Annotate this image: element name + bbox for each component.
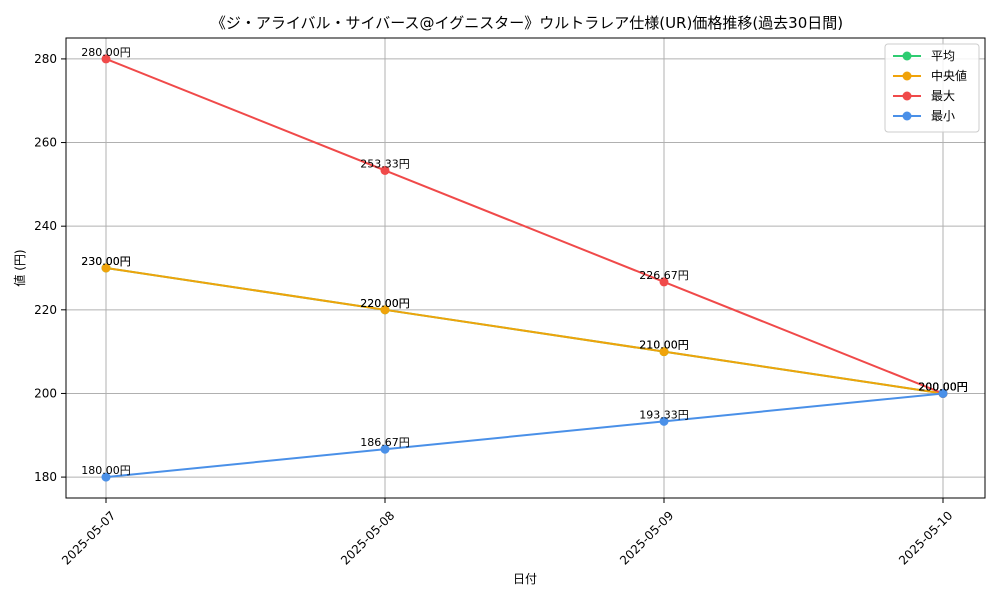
y-axis-ticks: 180 200 220 240 260 280: [34, 52, 66, 484]
x-tick-label: 2025-05-09: [617, 508, 676, 567]
data-label: 230.00円: [81, 255, 131, 268]
data-label: 200.00円: [918, 380, 968, 393]
data-label: 220.00円: [360, 297, 410, 310]
x-tick-label: 2025-05-07: [59, 508, 118, 567]
data-point: [101, 472, 111, 482]
y-axis-label: 値 (円): [12, 249, 27, 286]
y-tick-label: 220: [34, 303, 57, 317]
data-label: 253.33円: [360, 157, 410, 170]
legend-marker: [902, 111, 912, 121]
data-label: 200.00円: [918, 380, 968, 393]
data-label: 193.33円: [639, 408, 689, 421]
y-tick-label: 260: [34, 136, 57, 150]
data-label: 200.00円: [918, 380, 968, 393]
x-axis-label: 日付: [513, 572, 537, 586]
data-label: 186.67円: [360, 436, 410, 449]
legend-marker: [902, 51, 912, 61]
data-label: 280.00円: [81, 46, 131, 59]
data-label: 180.00円: [81, 464, 131, 477]
data-point: [659, 347, 669, 357]
series-line: [105, 57, 944, 395]
series-line: [105, 267, 944, 395]
data-point: [659, 416, 669, 426]
legend-label: 平均: [931, 49, 955, 63]
series-line: [105, 392, 944, 479]
x-axis-ticks: 2025-05-07 2025-05-08 2025-05-09 2025-05-10: [59, 498, 955, 568]
data-label: 230.00円: [81, 255, 131, 268]
data-label: 220.00円: [360, 297, 410, 310]
data-label: 200.00円: [918, 380, 968, 393]
legend-marker: [902, 91, 912, 101]
data-point: [938, 388, 948, 398]
y-tick-label: 180: [34, 470, 57, 484]
data-label: 210.00円: [639, 339, 689, 352]
data-label: 226.67円: [639, 269, 689, 282]
data-labels: 230.00円220.00円210.00円200.00円230.00円220.0…: [81, 46, 968, 477]
plot-area-frame: [65, 37, 986, 499]
x-tick-label: 2025-05-08: [338, 508, 397, 567]
legend-label: 最大: [931, 89, 955, 103]
grid-lines: [66, 38, 985, 498]
chart-title: 《ジ・アライバル・サイバース@イグニスター》ウルトラレア仕様(UR)価格推移(過…: [211, 14, 843, 32]
data-point: [380, 444, 390, 454]
legend-box: [884, 43, 980, 133]
y-tick-label: 280: [34, 52, 57, 66]
y-tick-label: 200: [34, 386, 57, 400]
x-tick-label: 2025-05-10: [896, 508, 955, 567]
data-point: [101, 263, 111, 273]
series-lines: [105, 57, 944, 479]
legend-label: 最小: [931, 109, 955, 123]
data-point: [380, 305, 390, 315]
legend-label: 中央値: [931, 68, 967, 83]
data-label: 210.00円: [639, 339, 689, 352]
legend-marker: [902, 71, 912, 81]
data-point: [659, 277, 669, 287]
data-point: [380, 165, 390, 175]
data-point: [101, 54, 111, 64]
y-tick-label: 240: [34, 219, 57, 233]
series-points: [101, 54, 948, 482]
